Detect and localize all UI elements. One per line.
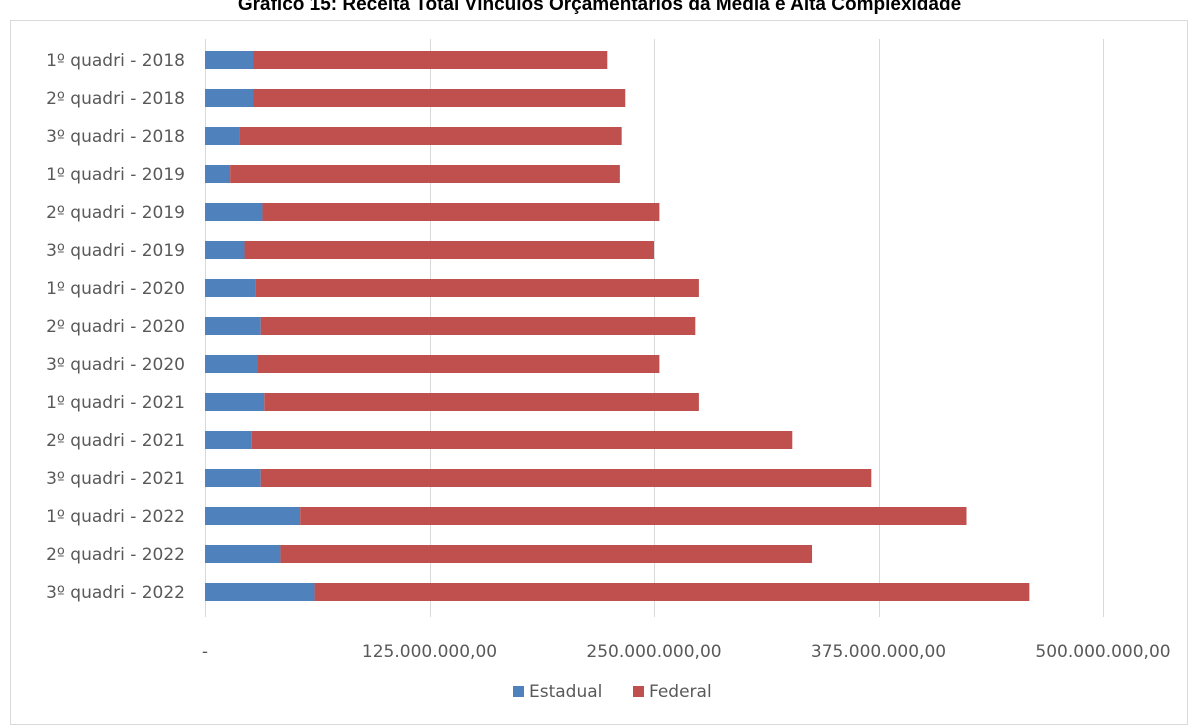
bars bbox=[205, 51, 1030, 601]
bar-federal bbox=[239, 127, 622, 145]
bar-estadual bbox=[205, 317, 261, 335]
bar-estadual bbox=[205, 241, 245, 259]
bar-federal bbox=[253, 89, 626, 107]
category-label: 3º quadri - 2018 bbox=[46, 127, 185, 147]
legend-swatch-estadual bbox=[513, 686, 524, 697]
category-labels: 1º quadri - 2018 2º quadri - 2018 3º quadr… bbox=[46, 51, 185, 603]
bar-estadual bbox=[205, 431, 252, 449]
x-tick-label: 125.000.000,00 bbox=[362, 642, 497, 662]
legend-label-estadual: Estadual bbox=[529, 682, 602, 702]
category-label: 2º quadri - 2022 bbox=[46, 545, 185, 565]
x-tick-label: 375.000.000,00 bbox=[811, 642, 946, 662]
chart-area: 1º quadri - 2018 2º quadri - 2018 3º quadr… bbox=[10, 20, 1188, 725]
bar-federal bbox=[262, 203, 660, 221]
bar-estadual bbox=[205, 507, 301, 525]
bar-chart: 1º quadri - 2018 2º quadri - 2018 3º quadr… bbox=[46, 39, 1171, 702]
category-label: 1º quadri - 2019 bbox=[46, 165, 185, 185]
legend-label-federal: Federal bbox=[649, 682, 712, 702]
category-label: 3º quadri - 2022 bbox=[46, 583, 185, 603]
bar-federal bbox=[300, 507, 967, 525]
bar-estadual bbox=[205, 545, 281, 563]
bar-estadual bbox=[205, 165, 231, 183]
bar-federal bbox=[280, 545, 813, 563]
bar-estadual bbox=[205, 583, 315, 601]
category-label: 1º quadri - 2021 bbox=[46, 393, 185, 413]
bar-estadual bbox=[205, 127, 240, 145]
bar-federal bbox=[230, 165, 620, 183]
x-tick-labels: - 125.000.000,00 250.000.000,00 375.000.000… bbox=[202, 642, 1171, 662]
legend-swatch-federal bbox=[633, 686, 644, 697]
bar-federal bbox=[251, 431, 793, 449]
category-label: 1º quadri - 2022 bbox=[46, 507, 185, 527]
category-label: 2º quadri - 2021 bbox=[46, 431, 185, 451]
bar-estadual bbox=[205, 203, 263, 221]
x-tick-label: - bbox=[202, 642, 208, 662]
bar-estadual bbox=[205, 393, 265, 411]
bar-federal bbox=[314, 583, 1030, 601]
x-tick-label: 500.000.000,00 bbox=[1035, 642, 1170, 662]
bar-federal bbox=[257, 355, 660, 373]
bar-estadual bbox=[205, 279, 256, 297]
bar-federal bbox=[260, 317, 696, 335]
x-tick-label: 250.000.000,00 bbox=[586, 642, 721, 662]
bar-federal bbox=[253, 51, 608, 69]
bar-federal bbox=[244, 241, 654, 259]
category-label: 2º quadri - 2018 bbox=[46, 89, 185, 109]
bar-federal bbox=[260, 469, 872, 487]
bar-federal bbox=[255, 279, 699, 297]
category-label: 1º quadri - 2020 bbox=[46, 279, 185, 299]
category-label: 3º quadri - 2021 bbox=[46, 469, 185, 489]
category-label: 2º quadri - 2020 bbox=[46, 317, 185, 337]
bar-estadual bbox=[205, 89, 254, 107]
category-label: 2º quadri - 2019 bbox=[46, 203, 185, 223]
category-label: 3º quadri - 2020 bbox=[46, 355, 185, 375]
bar-estadual bbox=[205, 469, 261, 487]
bar-estadual bbox=[205, 51, 254, 69]
bar-estadual bbox=[205, 355, 258, 373]
category-label: 1º quadri - 2018 bbox=[46, 51, 185, 71]
bar-federal bbox=[264, 393, 699, 411]
category-label: 3º quadri - 2019 bbox=[46, 241, 185, 261]
chart-title: Gráfico 15: Receita Total Vínculos Orçam… bbox=[237, 0, 962, 15]
legend: Estadual Federal bbox=[513, 682, 712, 702]
